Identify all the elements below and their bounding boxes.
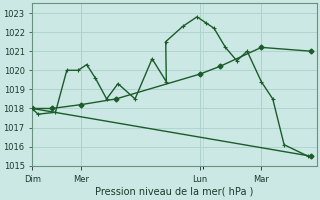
X-axis label: Pression niveau de la mer( hPa ): Pression niveau de la mer( hPa ) [95, 187, 253, 197]
